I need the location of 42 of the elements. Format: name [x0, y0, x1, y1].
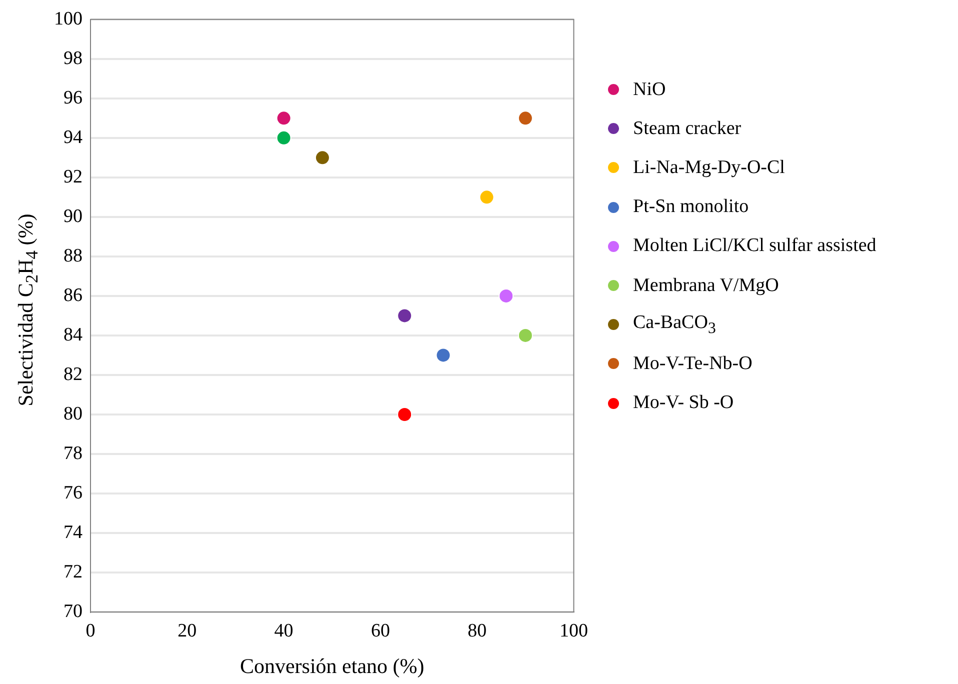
point: [518, 110, 533, 126]
y-tick-label: 98: [64, 48, 82, 69]
x-tick-label: 40: [274, 620, 294, 642]
y-tick-label: 80: [64, 403, 82, 424]
x-tick-label: 20: [178, 620, 197, 642]
point: [479, 190, 494, 205]
point: [276, 110, 292, 126]
y-tick-label: 82: [64, 364, 82, 385]
y-tick-label: 74: [64, 522, 83, 543]
y-tick-label: 96: [64, 87, 82, 108]
y-tick-label: 92: [64, 166, 82, 188]
y-tick-label: 76: [64, 482, 82, 504]
y-tick-label: 70: [64, 600, 82, 622]
point: [314, 150, 330, 166]
point: [276, 130, 292, 146]
x-tick-label: 100: [560, 620, 588, 642]
legend-label: NiO: [633, 78, 666, 101]
y-tick-label: 78: [64, 442, 82, 464]
x-axis-title: Conversión etano (%): [240, 654, 424, 678]
y-tick-label: 100: [54, 8, 82, 30]
y-tick-label: 94: [64, 126, 83, 148]
legend-label: Mo-V- Sb -O: [633, 392, 734, 414]
legend-label: Mo-V-Te-Nb-O: [633, 352, 752, 375]
legend-label: Steam cracker: [633, 118, 742, 140]
point: [498, 288, 514, 304]
point: [436, 348, 451, 363]
legend-label: Molten LiCl/KCl sulfar assisted: [633, 235, 876, 258]
y-tick-label: 90: [64, 206, 82, 227]
legend-label: Li-Na-Mg-Dy-O-Cl: [633, 156, 785, 179]
x-tick-label: 80: [468, 620, 487, 642]
legend-label: Membrana V/MgO: [633, 274, 779, 297]
y-tick-label: 72: [64, 561, 82, 582]
point: [518, 328, 533, 343]
x-tick-label: 60: [370, 620, 390, 642]
point: [397, 308, 412, 324]
legend-label: Ca-BaCO$_{3}$: [633, 312, 716, 338]
y-tick-label: 88: [64, 245, 82, 266]
legend-label: Pt-Sn monolito: [633, 196, 749, 218]
point: [397, 406, 412, 422]
y-tick-label: 86: [64, 284, 82, 306]
y-tick-label: 84: [64, 324, 83, 346]
x-tick-label: 0: [86, 620, 96, 642]
